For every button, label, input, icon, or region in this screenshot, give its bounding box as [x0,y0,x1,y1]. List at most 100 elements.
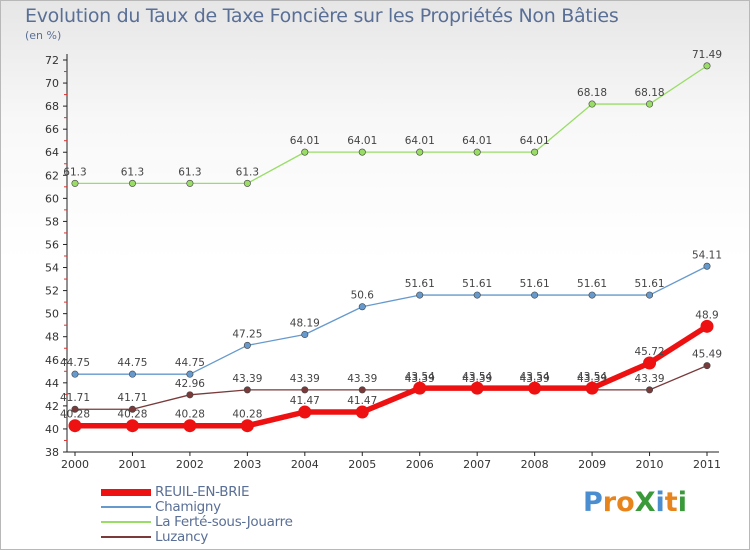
data-point-la-ferte-sous-jouarre [646,100,654,108]
data-label-luzancy: 43.39 [347,373,377,385]
proxiti-logo: ProXiti [583,487,687,518]
data-point-luzancy [71,405,79,413]
y-tick-label: 54 [45,262,59,275]
data-label-la-ferte-sous-jouarre: 64.01 [405,135,435,147]
data-label-luzancy: 41.71 [117,392,147,404]
data-point-chamigny [473,291,481,299]
data-label-la-ferte-sous-jouarre: 64.01 [462,135,492,147]
logo-letter: i [655,487,665,518]
data-label-reuil-en-brie: 40.28 [60,409,90,421]
data-label-reuil-en-brie: 41.47 [290,395,320,407]
y-tick-label: 44 [45,377,59,390]
data-point-reuil-en-brie [183,419,197,433]
y-tick-label: 52 [45,285,59,298]
data-label-chamigny: 51.61 [520,278,550,290]
x-tick-label: 2008 [521,458,549,471]
data-label-reuil-en-brie: 43.54 [577,371,607,383]
data-point-la-ferte-sous-jouarre [588,100,596,108]
data-label-la-ferte-sous-jouarre: 64.01 [347,135,377,147]
data-point-reuil-en-brie [413,381,427,395]
data-label-la-ferte-sous-jouarre: 61.3 [236,166,259,178]
logo-letter: r [602,487,617,518]
data-label-chamigny: 44.75 [60,357,90,369]
data-point-luzancy [703,362,711,370]
data-point-la-ferte-sous-jouarre [473,148,481,156]
y-tick-label: 58 [45,215,59,228]
legend-swatch-chamigny [101,506,151,508]
data-point-la-ferte-sous-jouarre [416,148,424,156]
data-label-chamigny: 44.75 [117,357,147,369]
logo-letter: i [677,487,687,518]
data-label-la-ferte-sous-jouarre: 68.18 [577,87,607,99]
data-label-la-ferte-sous-jouarre: 61.3 [178,166,201,178]
data-label-luzancy: 43.39 [405,373,435,385]
data-point-chamigny [531,291,539,299]
data-point-chamigny [703,262,711,270]
data-point-reuil-en-brie [585,381,599,395]
data-label-luzancy: 42.96 [175,378,205,390]
data-point-reuil-en-brie [125,419,139,433]
data-label-la-ferte-sous-jouarre: 64.01 [290,135,320,147]
data-label-luzancy: 45.49 [692,349,722,361]
data-label-reuil-en-brie: 41.47 [347,395,377,407]
chart-title: Evolution du Taux de Taxe Foncière sur l… [25,5,619,27]
data-point-la-ferte-sous-jouarre [186,179,194,187]
data-label-reuil-en-brie: 40.28 [117,409,147,421]
data-label-chamigny: 50.6 [351,290,375,302]
data-label-luzancy: 43.39 [462,373,492,385]
x-tick-label: 2002 [176,458,204,471]
y-tick-label: 50 [45,308,59,321]
series-line-reuil-en-brie [75,324,709,429]
x-tick-label: 2004 [291,458,319,471]
data-label-la-ferte-sous-jouarre: 71.49 [692,49,722,61]
data-point-luzancy [358,386,366,394]
data-point-reuil-en-brie [470,381,484,395]
y-tick-label: 42 [45,400,59,413]
data-label-reuil-en-brie: 43.54 [462,371,492,383]
x-tick-label: 2000 [61,458,89,471]
series-line-chamigny [75,265,708,375]
data-point-chamigny [71,370,79,378]
data-label-chamigny: 51.61 [635,278,665,290]
data-label-luzancy: 41.71 [60,392,90,404]
x-tick-label: 2010 [636,458,664,471]
data-point-la-ferte-sous-jouarre [358,148,366,156]
data-label-chamigny: 54.11 [692,249,722,261]
legend-label: Luzancy [155,529,209,545]
data-label-luzancy: 43.39 [232,373,262,385]
x-tick-label: 2003 [233,458,261,471]
data-label-la-ferte-sous-jouarre: 61.3 [63,166,86,178]
data-point-la-ferte-sous-jouarre [531,148,539,156]
x-tick-label: 2001 [118,458,146,471]
legend-label: REUIL-EN-BRIE [155,484,250,500]
logo-letter: t [664,487,678,518]
data-label-chamigny: 51.61 [405,278,435,290]
data-point-la-ferte-sous-jouarre [243,179,251,187]
series-line-la-ferte-sous-jouarre [75,65,708,185]
data-label-la-ferte-sous-jouarre: 68.18 [635,87,665,99]
data-point-chamigny [186,370,194,378]
y-tick-label: 66 [45,123,59,136]
data-label-chamigny: 48.19 [290,318,320,330]
data-label-reuil-en-brie: 40.28 [175,409,205,421]
logo-letter: X [634,487,656,518]
data-point-reuil-en-brie [700,319,714,333]
data-label-luzancy: 43.39 [520,373,550,385]
y-tick-label: 38 [45,446,59,459]
data-point-reuil-en-brie [355,405,369,419]
data-label-la-ferte-sous-jouarre: 61.3 [121,166,144,178]
legend-swatch-la-ferte-sous-jouarre [101,521,151,523]
y-tick-label: 68 [45,100,59,113]
data-point-chamigny [243,341,251,349]
data-label-la-ferte-sous-jouarre: 64.01 [520,135,550,147]
data-point-chamigny [588,291,596,299]
data-point-chamigny [646,291,654,299]
data-label-reuil-en-brie: 43.54 [405,371,435,383]
legend-swatch-reuil-en-brie [101,488,151,496]
data-label-reuil-en-brie: 45.72 [635,346,665,358]
data-label-chamigny: 44.75 [175,357,205,369]
data-point-luzancy [186,391,194,399]
data-point-reuil-en-brie [68,419,82,433]
